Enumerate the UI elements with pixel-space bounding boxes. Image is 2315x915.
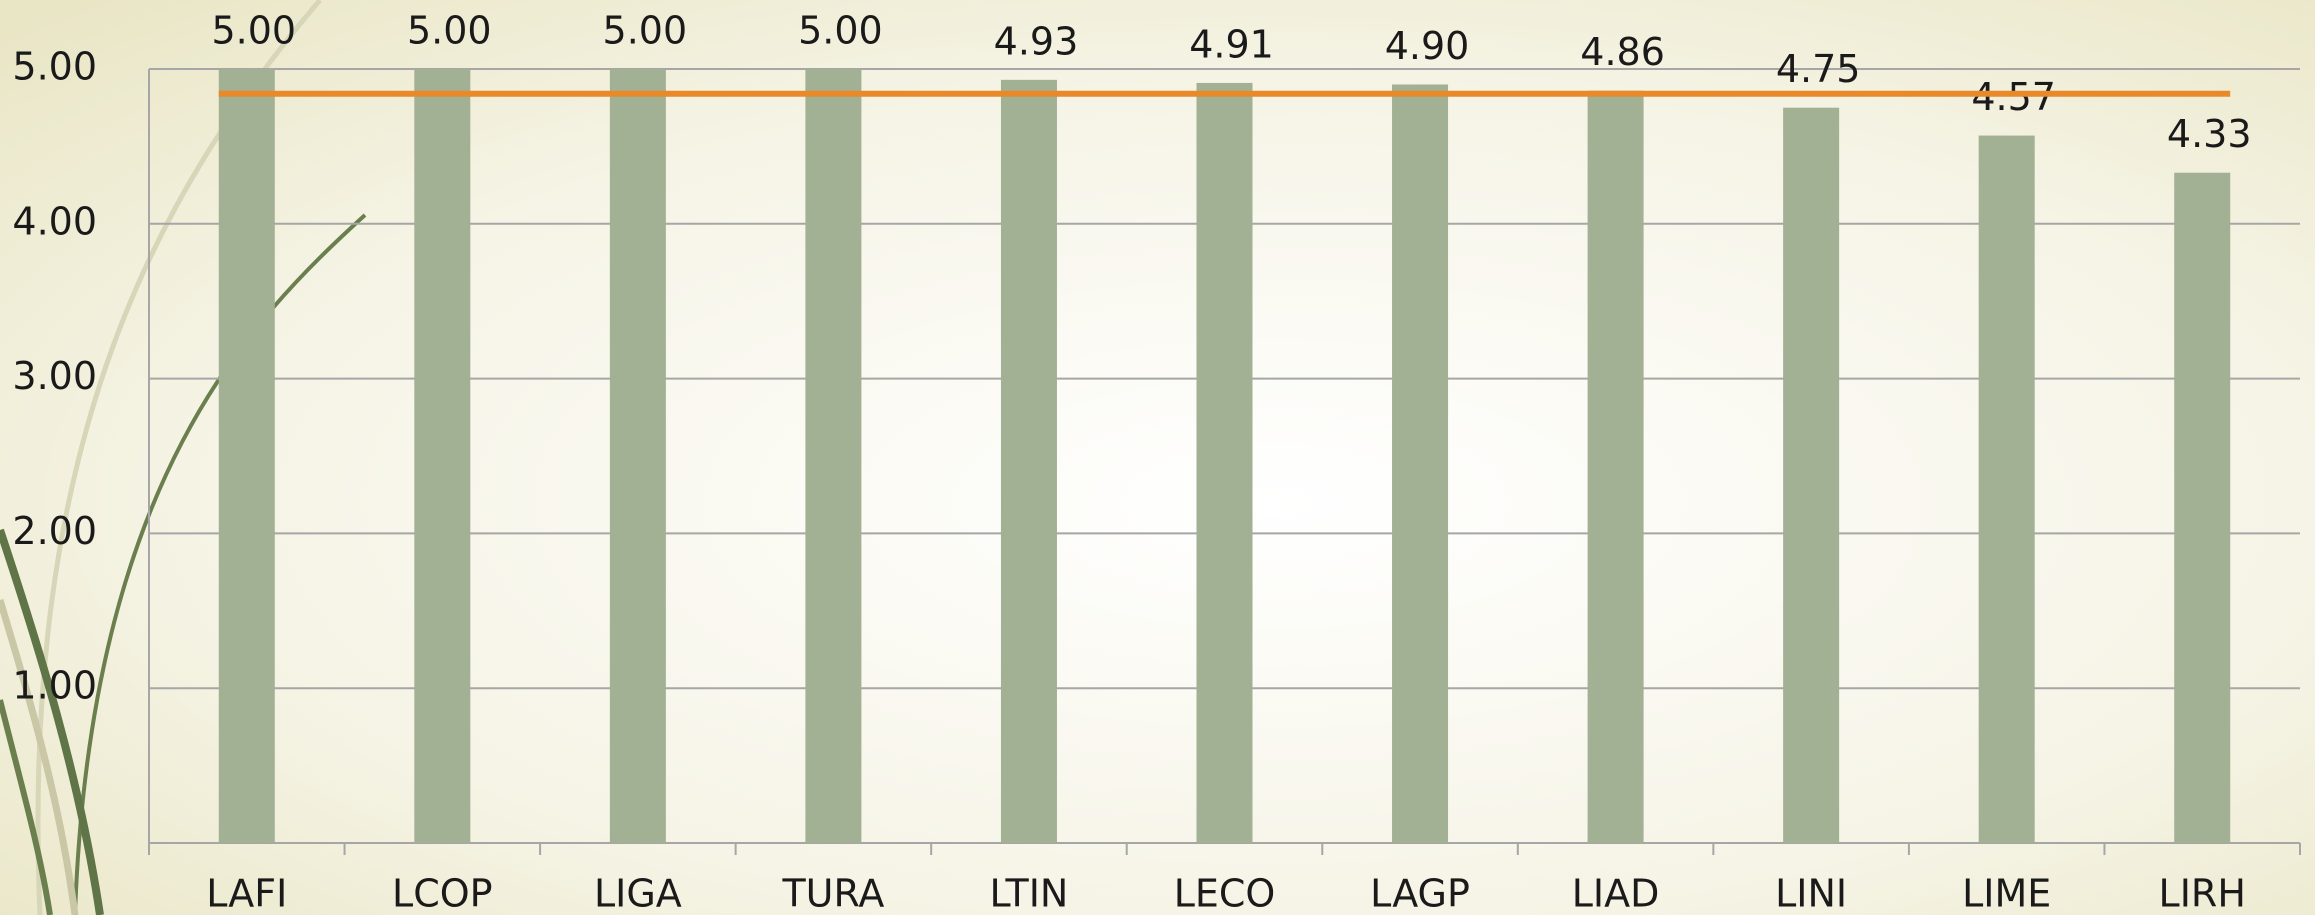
x-tick-label: LIGA xyxy=(594,872,682,915)
y-tick-label: 4.00 xyxy=(12,199,97,243)
bar xyxy=(1197,83,1253,843)
page: {"chart_data": {"type": "bar", "categori… xyxy=(0,0,2315,915)
bar xyxy=(2174,173,2230,843)
data-label: 4.57 xyxy=(1971,75,2056,119)
y-tick-label: 3.00 xyxy=(12,354,97,398)
bar xyxy=(219,69,275,843)
bar xyxy=(414,69,470,843)
data-label: 4.33 xyxy=(2167,112,2252,156)
x-tick-label: LAFI xyxy=(206,872,287,915)
x-tick-label: LTIN xyxy=(990,872,1069,915)
data-label: 4.90 xyxy=(1385,24,1470,68)
x-tick-label: LINI xyxy=(1775,872,1847,915)
y-tick-label: 1.00 xyxy=(12,664,97,708)
bar xyxy=(1979,136,2035,843)
data-label: 5.00 xyxy=(407,9,492,53)
x-tick-label: LIRH xyxy=(2159,872,2246,915)
bar xyxy=(1783,108,1839,843)
data-label: 4.75 xyxy=(1776,47,1861,91)
x-tick-label: LAGP xyxy=(1370,872,1470,915)
data-label: 4.86 xyxy=(1580,30,1665,74)
x-tick-label: LIAD xyxy=(1572,872,1660,915)
data-label: 5.00 xyxy=(603,9,688,53)
y-tick-label: 5.00 xyxy=(12,45,97,89)
background xyxy=(0,0,2315,915)
data-label: 4.93 xyxy=(994,19,1079,63)
x-tick-label: LIME xyxy=(1962,872,2051,915)
bar xyxy=(1588,91,1644,843)
data-label: 5.00 xyxy=(211,9,296,53)
x-tick-label: LCOP xyxy=(392,872,493,915)
y-tick-label: 2.00 xyxy=(12,509,97,553)
chart: 1.00 2.00 3.00 4.00 5.00 LAFI 5.00 LCOP 5.00 LIGA… xyxy=(0,0,2315,915)
data-label: 4.91 xyxy=(1189,22,1274,66)
data-label: 5.00 xyxy=(798,9,883,53)
bar xyxy=(1001,80,1057,843)
x-tick-label: TURA xyxy=(781,872,884,915)
x-tick-label: LECO xyxy=(1174,872,1276,915)
bar xyxy=(1392,84,1448,843)
bar xyxy=(610,69,666,843)
bar xyxy=(805,69,861,843)
